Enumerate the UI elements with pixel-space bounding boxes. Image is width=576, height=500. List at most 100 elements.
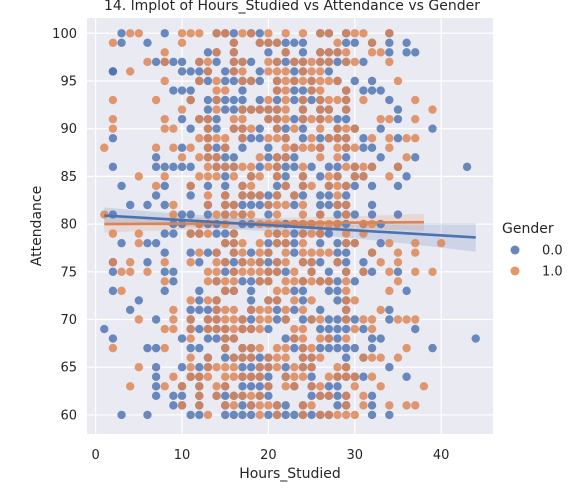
data-point-gender-1	[367, 248, 377, 257]
data-point-gender-1	[333, 76, 342, 86]
data-point-gender-1	[160, 258, 169, 267]
data-point-gender-1	[264, 363, 273, 372]
data-point-gender-0	[221, 172, 230, 181]
data-point-gender-0	[272, 305, 282, 315]
data-point-gender-1	[307, 181, 316, 191]
data-point-gender-1	[290, 382, 299, 391]
data-point-gender-0	[203, 181, 213, 191]
data-point-gender-0	[229, 258, 239, 267]
data-point-gender-1	[393, 76, 403, 86]
data-point-gender-1	[298, 172, 308, 181]
data-point-gender-1	[160, 76, 169, 86]
legend: Gender 0.0 1.0	[502, 221, 563, 280]
data-point-gender-0	[290, 95, 299, 105]
data-point-gender-1	[393, 258, 403, 267]
data-point-gender-0	[264, 410, 273, 420]
data-point-gender-1	[333, 363, 342, 372]
data-point-gender-1	[298, 29, 308, 38]
data-point-gender-0	[264, 372, 273, 381]
data-point-gender-0	[238, 143, 247, 152]
data-point-gender-0	[393, 134, 403, 143]
data-point-gender-1	[341, 267, 351, 276]
data-point-gender-1	[376, 305, 385, 315]
data-point-gender-1	[203, 114, 213, 124]
data-point-gender-1	[333, 372, 342, 381]
data-point-gender-0	[177, 162, 187, 172]
data-point-gender-1	[195, 172, 204, 181]
data-point-gender-0	[367, 210, 377, 219]
data-point-gender-0	[393, 210, 403, 219]
data-point-gender-0	[385, 95, 394, 105]
data-point-gender-0	[264, 191, 273, 200]
data-point-gender-0	[333, 382, 342, 391]
data-point-gender-1	[246, 401, 256, 410]
data-point-gender-1	[264, 38, 273, 48]
data-point-gender-0	[229, 76, 239, 86]
data-point-gender-1	[341, 372, 351, 381]
data-point-gender-0	[134, 296, 144, 305]
data-point-gender-0	[108, 67, 118, 76]
data-point-gender-1	[367, 134, 377, 143]
data-point-gender-0	[195, 343, 204, 353]
data-point-gender-1	[255, 38, 264, 48]
data-point-gender-1	[264, 162, 273, 172]
data-point-gender-0	[341, 38, 351, 48]
data-point-gender-0	[471, 334, 480, 343]
data-point-gender-1	[333, 200, 342, 210]
data-point-gender-0	[255, 76, 264, 86]
data-point-gender-1	[385, 143, 394, 152]
data-point-gender-0	[393, 181, 403, 191]
data-point-gender-0	[350, 181, 359, 191]
data-point-gender-0	[160, 181, 169, 191]
data-point-gender-1	[324, 48, 334, 57]
data-point-gender-1	[316, 277, 325, 286]
data-point-gender-1	[341, 315, 351, 324]
data-point-gender-1	[316, 410, 325, 420]
data-point-gender-0	[186, 124, 195, 133]
data-point-gender-1	[350, 29, 359, 38]
data-point-gender-1	[341, 277, 351, 286]
data-point-gender-1	[246, 191, 256, 200]
data-point-gender-1	[246, 258, 256, 267]
tick-labels: 0 10 20 30 40 60 65 70 75 80 85 90 95 100	[52, 27, 449, 463]
x-tick-label: 40	[433, 448, 450, 463]
data-point-gender-1	[203, 162, 213, 172]
data-point-gender-1	[221, 191, 230, 200]
data-point-gender-0	[341, 191, 351, 200]
data-point-gender-1	[264, 353, 273, 362]
data-point-gender-1	[272, 38, 282, 48]
data-point-gender-1	[333, 172, 342, 181]
data-point-gender-0	[160, 286, 169, 296]
data-point-gender-0	[108, 334, 118, 343]
data-point-gender-1	[255, 315, 264, 324]
data-point-gender-0	[350, 277, 359, 286]
data-point-gender-1	[264, 105, 273, 114]
data-point-gender-1	[393, 248, 403, 257]
data-point-gender-1	[341, 305, 351, 315]
data-point-gender-1	[203, 134, 213, 143]
data-point-gender-1	[238, 124, 247, 133]
data-point-gender-0	[359, 57, 368, 67]
data-point-gender-1	[385, 114, 394, 124]
data-point-gender-0	[212, 124, 221, 133]
data-point-gender-0	[290, 86, 299, 95]
data-point-gender-1	[333, 134, 342, 143]
data-point-gender-0	[143, 200, 152, 210]
data-point-gender-1	[298, 258, 308, 267]
data-point-gender-0	[264, 324, 273, 334]
data-point-gender-0	[298, 315, 308, 324]
data-point-gender-1	[264, 29, 273, 38]
data-point-gender-1	[255, 372, 264, 381]
data-point-gender-0	[246, 315, 256, 324]
data-point-gender-1	[229, 305, 239, 315]
data-point-gender-0	[290, 305, 299, 315]
data-point-gender-1	[333, 48, 342, 57]
data-point-gender-1	[298, 401, 308, 410]
data-point-gender-1	[229, 67, 239, 76]
data-point-gender-1	[117, 267, 126, 276]
data-point-gender-1	[359, 95, 368, 105]
data-point-gender-0	[333, 57, 342, 67]
data-point-gender-0	[281, 267, 290, 276]
data-point-gender-1	[255, 343, 264, 353]
data-point-gender-0	[238, 401, 247, 410]
